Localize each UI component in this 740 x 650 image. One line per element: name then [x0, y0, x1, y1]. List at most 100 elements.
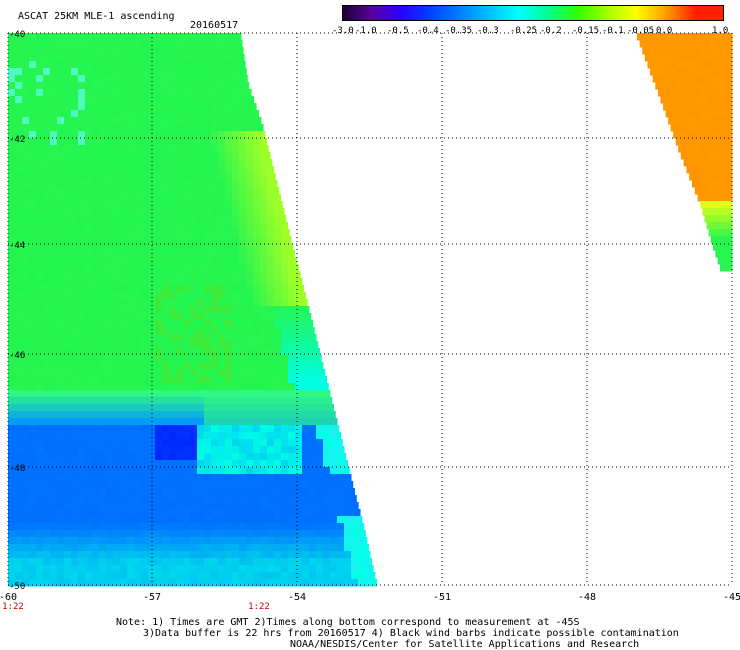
swath-cell [675, 138, 684, 146]
swath-cell [176, 453, 184, 461]
swath-cell [176, 474, 184, 482]
swath-cell [92, 327, 100, 335]
swath-cell [691, 47, 699, 55]
swath-cell [232, 418, 240, 426]
swath-cell [699, 68, 707, 76]
swath-cell [15, 173, 23, 181]
swath-cell [204, 173, 212, 181]
swath-cell [274, 390, 282, 398]
swath-cell [22, 194, 30, 202]
swath-cell [141, 131, 149, 139]
swath-cell [274, 439, 282, 447]
swath-cell [22, 516, 30, 524]
swath-cell [302, 292, 306, 300]
swath-cell [78, 320, 86, 328]
swath-cell [22, 96, 30, 104]
swath-cell [162, 257, 170, 265]
swath-cell [57, 411, 65, 419]
swath-cell [36, 243, 44, 251]
swath-cell [36, 299, 44, 307]
swath-cell [253, 131, 261, 139]
swath-cell [253, 439, 261, 447]
swath-cell [71, 264, 79, 272]
swath-cell [260, 404, 268, 412]
colorbar-tick-label: -1.0 [355, 26, 377, 36]
swath-cell [92, 425, 100, 433]
swath-cell [267, 502, 275, 510]
swath-cell [225, 103, 233, 111]
swath-cell [148, 544, 156, 552]
swath-cell [15, 187, 23, 195]
swath-cell [64, 474, 72, 482]
swath-cell [134, 488, 142, 496]
swath-cell [78, 47, 86, 55]
swath-cell [344, 544, 352, 552]
swath-cell [183, 376, 191, 384]
swath-cell [134, 187, 142, 195]
swath-cell [71, 159, 79, 167]
swath-cell [267, 278, 275, 286]
swath-cell [183, 327, 191, 335]
swath-cell [29, 306, 37, 314]
swath-cell [127, 180, 135, 188]
swath-cell [78, 383, 86, 391]
swath-cell [253, 299, 261, 307]
swath-cell [134, 89, 142, 97]
swath-cell [260, 229, 268, 237]
swath-cell [106, 502, 114, 510]
swath-cell [85, 425, 93, 433]
swath-cell [703, 138, 712, 146]
swath-cell [267, 215, 275, 223]
swath-cell [190, 558, 198, 566]
swath-cell [78, 264, 86, 272]
swath-cell [155, 565, 163, 573]
swath-cell [260, 215, 268, 223]
swath-cell [71, 509, 79, 517]
swath-cell [190, 439, 198, 447]
swath-cell [323, 474, 331, 482]
swath-cell [253, 390, 261, 398]
swath-cell [134, 159, 142, 167]
swath-cell [225, 96, 233, 104]
swath-cell [85, 201, 93, 209]
swath-cell [183, 243, 191, 251]
swath-cell [218, 166, 226, 174]
swath-cell [183, 131, 191, 139]
swath-cell [169, 243, 177, 251]
swath-cell [176, 481, 184, 489]
swath-cell [155, 159, 163, 167]
swath-cell [106, 411, 114, 419]
swath-cell [260, 313, 268, 321]
swath-cell [78, 110, 86, 118]
swath-cell [176, 439, 184, 447]
swath-cell [722, 250, 730, 258]
swath-cell [148, 404, 156, 412]
swath-cell [120, 320, 128, 328]
colorbar-segment [430, 5, 461, 21]
swath-cell [120, 488, 128, 496]
swath-cell [274, 327, 282, 335]
swath-cell [99, 369, 107, 377]
swath-cell [672, 33, 680, 41]
swath-cell [281, 523, 289, 531]
swath-cell [267, 334, 275, 342]
swath-cell [710, 61, 718, 69]
swath-cell [211, 173, 219, 181]
swath-cell [92, 544, 100, 552]
swath-cell [141, 509, 149, 517]
swath-cell [134, 264, 142, 272]
swath-cell [232, 404, 240, 412]
swath-cell [281, 481, 289, 489]
swath-cell [148, 75, 156, 83]
swath-cell [29, 502, 37, 510]
swath-cell [260, 439, 268, 447]
colorbar-tick-label: -3.0 [332, 26, 354, 36]
swath-cell [148, 201, 156, 209]
swath-cell [176, 348, 184, 356]
swath-cell [731, 236, 733, 244]
swath-cell [8, 348, 16, 356]
swath-cell [50, 180, 58, 188]
swath-cell [92, 537, 100, 545]
swath-cell [22, 544, 30, 552]
swath-cell [218, 61, 226, 69]
